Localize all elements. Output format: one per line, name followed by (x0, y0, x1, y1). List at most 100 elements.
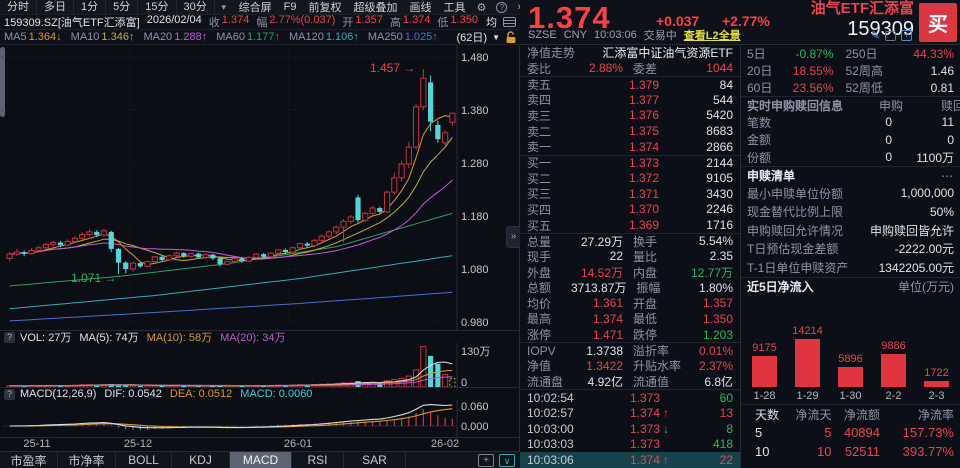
stat-row: 外盘 14.52万 内盘 12.77万 (527, 265, 733, 280)
period-tab[interactable]: 1分 (74, 0, 107, 15)
volume-chart[interactable]: 130万 0 (0, 343, 520, 389)
flow-table-row: 10 10 52511 393.77% (755, 443, 954, 459)
macd-legend: ? MACD(12,26,9) DIF: 0.0542 DEA: 0.0512 MACD… (0, 388, 520, 400)
panel-collapse-handle[interactable]: » (506, 226, 520, 248)
tab-boll[interactable]: BOLL (116, 452, 172, 468)
add-indicator-icon[interactable]: + (478, 453, 494, 467)
svg-text:0: 0 (461, 377, 467, 388)
period-tab[interactable]: 分时 (0, 0, 37, 15)
menu-item[interactable]: 工具 (443, 2, 466, 14)
unlock-icon[interactable] (505, 30, 517, 44)
orderbook-row[interactable]: 卖三 1.376 5420 (527, 108, 733, 123)
stat-row: 最高 1.374 最低 1.350 (527, 311, 733, 327)
stat-row: 总量 27.29万 换手 5.54% (520, 232, 740, 249)
svg-text:1.280: 1.280 (461, 158, 489, 170)
flow-bar-column: 9175 (743, 342, 786, 387)
stat-row: 净值 1.3422 升贴水率 2.37% (527, 358, 733, 374)
stat-row: 均价 1.361 开盘 1.357 (527, 296, 733, 311)
range-caret-icon[interactable]: ▼ (492, 32, 500, 42)
period-tab[interactable]: 多日 (37, 0, 74, 15)
orderbook-row[interactable]: 买一 1.373 2144 (520, 154, 740, 170)
tab-rsi[interactable]: RSI (292, 452, 344, 468)
orderbook-row[interactable]: 卖五 1.379 84 (520, 76, 740, 92)
orderbook-row[interactable]: 买二 1.372 9105 (527, 171, 733, 186)
menu-item[interactable]: 画线 (409, 2, 432, 14)
flow-date-row: 1-28 1-29 1-30 2-2 2-3 (741, 387, 960, 405)
l2-panorama-link[interactable]: 查看L2全景 (683, 30, 741, 42)
flow-date-label: 2-2 (885, 389, 902, 402)
flow-bar (752, 355, 777, 387)
range-label[interactable]: (62日) (456, 32, 488, 44)
flow-bar (838, 366, 863, 387)
flow-date-label: 1-28 (753, 389, 776, 402)
settings-gear-icon[interactable]: ⚙ (476, 1, 487, 14)
subscription-header: 实时申购赎回信息 申购 赎回 (741, 96, 960, 114)
orderbook-row[interactable]: 卖二 1.375 8683 (527, 124, 733, 139)
ohlc-summary: 159309.SZ[油气ETF汇添富] 2026/02/04 收 1.374 幅 2.77… (0, 14, 485, 30)
overlay-window-icon[interactable] (503, 17, 516, 27)
flow-bar-value: 9886 (881, 339, 906, 352)
volume-help-icon[interactable]: ? (4, 331, 15, 343)
frame-icon[interactable] (885, 30, 896, 41)
tab-市盈率[interactable]: 市盈率 (0, 452, 58, 468)
fund-full-name: 汇添富中证油气资源ETF (602, 46, 733, 61)
period-tab[interactable]: 5分 (106, 0, 139, 15)
more-icon[interactable]: ⋯ (941, 168, 954, 183)
avg-line-toggle[interactable]: 均 (486, 17, 497, 29)
chevron-down-icon[interactable]: ∨ (499, 453, 515, 467)
volume-legend: ? VOL: 27万 MA(5): 74万 MA(10): 58万 MA(20): 34… (0, 331, 520, 344)
edit-icon[interactable]: ✎ (870, 30, 880, 42)
flow-date-label: 1-29 (796, 389, 819, 402)
market-status: 交易中 (643, 30, 677, 42)
period-dropdown-icon[interactable]: ▼ (219, 2, 228, 12)
ma-legend-item: MA5 1.364↓ (4, 31, 62, 43)
nav-value-trend-link[interactable]: 净值走势 (527, 46, 576, 61)
tab-sar[interactable]: SAR (344, 452, 406, 468)
macd-chart[interactable]: 0.060 0.000 (0, 400, 520, 438)
menu-item[interactable]: F9 (283, 1, 297, 13)
subscription-row: 金额 0 0 (747, 132, 954, 148)
orderbook-row[interactable]: 卖四 1.377 544 (527, 92, 733, 108)
stat-row: 委比 2.88% 委差 1044 (527, 61, 733, 76)
price-change-pct: +2.77% (722, 13, 770, 29)
subscription-row: 份额 0 1100万 (747, 150, 954, 165)
svg-text:130万: 130万 (461, 346, 490, 358)
candlestick-chart[interactable]: 1.480 1.380 1.280 1.180 1.080 0.980 1.457 → 1.0… (0, 45, 520, 330)
orderbook-row[interactable]: 卖一 1.374 2866 (527, 139, 733, 155)
period-tab[interactable]: 30分 (177, 0, 215, 15)
help-icon[interactable]: ? (496, 1, 508, 13)
stat-row: 总额 3713.87万 振幅 1.80% (527, 280, 733, 296)
menu-item[interactable]: 超级叠加 (353, 2, 398, 14)
ma-legend-item: MA60 1.177↑ (216, 31, 280, 43)
tick-row: 10:03:03 1.373 418 (527, 437, 733, 452)
tab-kdj[interactable]: KDJ (172, 452, 230, 468)
subscription-row: 笔数 0 11 (747, 115, 954, 130)
time-axis-label: 26-01 (283, 438, 313, 450)
order-book-panel: 净值走势 汇添富中证油气资源ETF 委比 2.88% 委差 1044 卖五 1.379 84… (520, 45, 740, 468)
flow-bar-value: 1722 (924, 366, 949, 379)
orderbook-row[interactable]: 买三 1.371 3430 (527, 186, 733, 202)
tab-macd[interactable]: MACD (230, 452, 292, 468)
tick-arrow-icon: ↓ (663, 421, 669, 436)
menu-item[interactable]: 前复权 (308, 2, 342, 14)
macd-pane: ? MACD(12,26,9) DIF: 0.0542 DEA: 0.0512 MACD… (0, 387, 520, 438)
ma-legend-item: MA120 1.106↑ (289, 31, 359, 43)
security-name: 油气ETF汇添富 (810, 0, 914, 17)
tick-row: 10:03:06 1.374 ↑ 22 (520, 452, 740, 468)
flow-bar-column: 14214 (786, 325, 829, 387)
macd-help-icon[interactable]: ? (4, 388, 15, 400)
orderbook-row[interactable]: 买五 1.369 1716 (527, 218, 733, 233)
left-scrollbar[interactable] (0, 47, 5, 117)
menu-item[interactable]: 综合屏 (238, 2, 272, 14)
info-token: 1.374 (221, 14, 250, 26)
buy-button[interactable]: 买 (919, 3, 957, 42)
redeem-list-row: T日预估现金差额 -2222.00元 (747, 242, 954, 257)
add-icon[interactable]: + (901, 30, 912, 41)
legend-token: DIF: 0.0542 (104, 388, 162, 400)
flow-bar-chart: 9175 14214 5896 9886 1722 (741, 295, 960, 387)
info-token: 2.77%(0.037) (269, 14, 336, 26)
period-tab[interactable]: 15分 (138, 0, 177, 15)
orderbook-row[interactable]: 买四 1.370 2246 (527, 202, 733, 217)
tab-市净率[interactable]: 市净率 (58, 452, 116, 468)
